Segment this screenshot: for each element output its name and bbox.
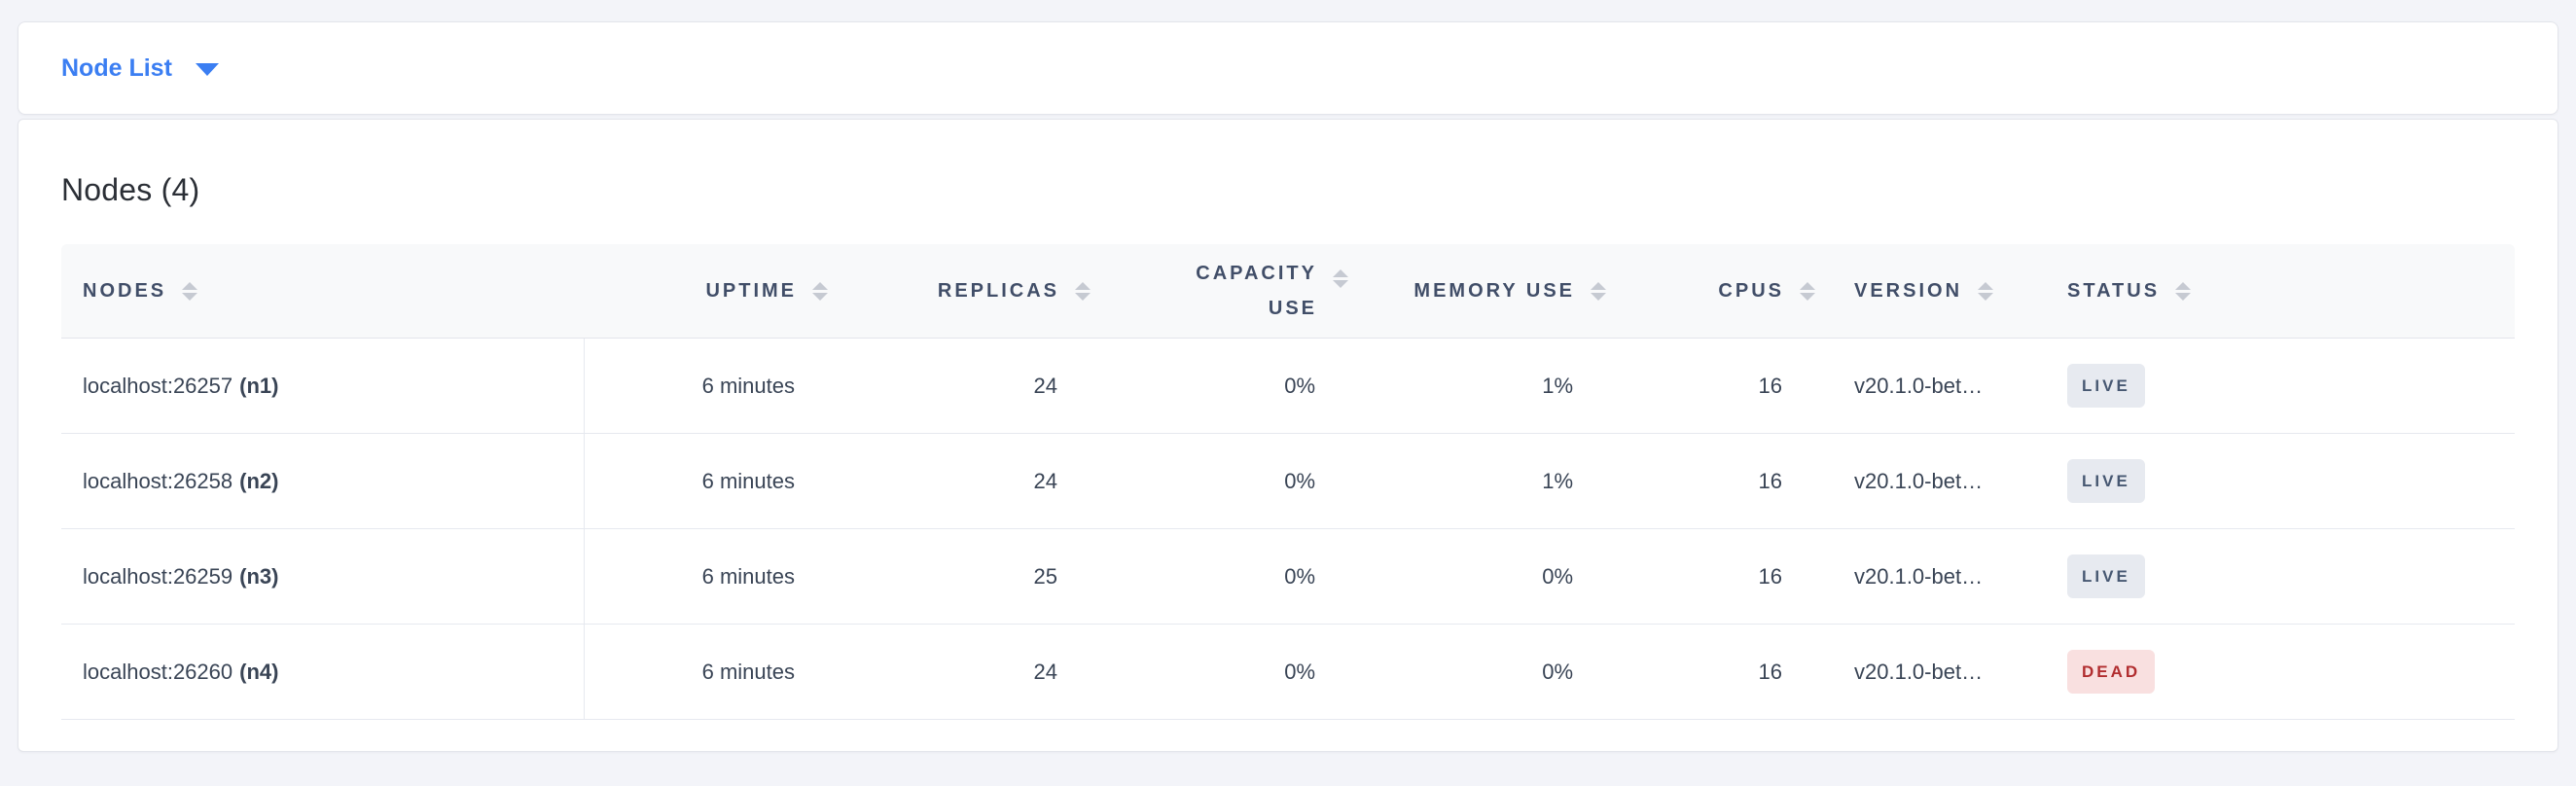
cell-status: LIVE [2054, 339, 2515, 433]
sort-icon[interactable] [1333, 269, 1348, 288]
sort-icon[interactable] [812, 282, 828, 301]
cell-memory-use: 0% [1542, 563, 1573, 589]
status-badge: LIVE [2067, 364, 2145, 408]
column-header-replicas[interactable]: REPLICAS [828, 280, 1091, 303]
cell-cpus: 16 [1758, 659, 1782, 684]
cell-capacity-use: 0% [1284, 659, 1315, 684]
cell-status: LIVE [2054, 529, 2515, 624]
status-badge: DEAD [2067, 650, 2156, 694]
table-body: localhost:26257 (n1) 6 minutes 24 0% 1% … [61, 339, 2515, 720]
node-id: (n2) [239, 468, 279, 493]
column-header-version[interactable]: VERSION [1815, 280, 2054, 303]
node-list-dropdown-label: Node List [61, 54, 172, 82]
cell-cpus: 16 [1758, 373, 1782, 398]
node-address: localhost:26258 [83, 468, 233, 493]
cell-memory-use: 1% [1542, 468, 1573, 493]
nodes-card: Nodes (4) NODES UPTIME REPLICAS CAPACITY… [18, 119, 2558, 752]
node-list-dropdown[interactable]: Node List [61, 54, 219, 82]
cell-capacity-use: 0% [1284, 373, 1315, 398]
cell-replicas: 25 [1033, 563, 1057, 589]
cell-version: v20.1.0-bet… [1854, 468, 1984, 493]
sort-icon[interactable] [1978, 282, 1993, 301]
sort-icon[interactable] [2175, 282, 2191, 301]
sort-icon[interactable] [182, 282, 197, 301]
caret-down-icon [195, 63, 219, 76]
column-header-label: UPTIME [705, 279, 797, 302]
column-header-memory-use[interactable]: MEMORY USE [1348, 280, 1606, 303]
cell-replicas: 24 [1033, 659, 1057, 684]
table-row: localhost:26257 (n1) 6 minutes 24 0% 1% … [61, 339, 2515, 434]
cell-version: v20.1.0-bet… [1854, 659, 1984, 684]
cell-memory-use: 0% [1542, 659, 1573, 684]
cell-version: v20.1.0-bet… [1854, 373, 1984, 398]
node-address: localhost:26257 [83, 373, 233, 398]
cell-node-address: localhost:26257 (n1) [61, 339, 585, 433]
column-header-status[interactable]: STATUS [2054, 280, 2515, 303]
cell-cpus: 16 [1758, 563, 1782, 589]
page: Node List Nodes (4) NODES UPTIME REPLICA… [0, 0, 2576, 752]
column-header-uptime[interactable]: UPTIME [585, 280, 828, 303]
table-row: localhost:26260 (n4) 6 minutes 24 0% 0% … [61, 625, 2515, 720]
sort-icon[interactable] [1591, 282, 1606, 301]
cell-capacity-use: 0% [1284, 563, 1315, 589]
cell-replicas: 24 [1033, 468, 1057, 493]
column-header-nodes[interactable]: NODES [61, 280, 585, 303]
column-header-cpus[interactable]: CPUS [1606, 280, 1815, 303]
cell-node-address: localhost:26258 (n2) [61, 434, 585, 528]
cell-node-address: localhost:26259 (n3) [61, 529, 585, 624]
cell-status: DEAD [2054, 625, 2515, 719]
column-header-capacity-use[interactable]: CAPACITY USE [1091, 256, 1348, 326]
cell-uptime: 6 minutes [701, 563, 795, 589]
column-header-label: REPLICAS [937, 279, 1059, 302]
column-header-label: NODES [83, 279, 167, 302]
column-header-label: CAPACITY USE [1196, 263, 1317, 319]
cell-capacity-use: 0% [1284, 468, 1315, 493]
table-header-row: NODES UPTIME REPLICAS CAPACITY USE MEMOR… [61, 244, 2515, 339]
nodes-table: NODES UPTIME REPLICAS CAPACITY USE MEMOR… [61, 244, 2515, 720]
page-title: Nodes (4) [61, 172, 200, 207]
cell-replicas: 24 [1033, 373, 1057, 398]
column-header-label: VERSION [1854, 279, 1963, 302]
table-row: localhost:26259 (n3) 6 minutes 25 0% 0% … [61, 529, 2515, 625]
cell-uptime: 6 minutes [701, 373, 795, 398]
node-id: (n3) [239, 563, 279, 589]
cell-uptime: 6 minutes [701, 468, 795, 493]
column-header-label: STATUS [2067, 279, 2161, 302]
cell-memory-use: 1% [1542, 373, 1573, 398]
status-badge: LIVE [2067, 459, 2145, 503]
cell-version: v20.1.0-bet… [1854, 563, 1984, 589]
cell-uptime: 6 minutes [701, 659, 795, 684]
node-id: (n4) [239, 659, 279, 684]
column-header-label: MEMORY USE [1413, 279, 1575, 302]
cell-node-address: localhost:26260 (n4) [61, 625, 585, 719]
column-header-label: CPUS [1718, 279, 1784, 302]
top-nav: Node List [18, 21, 2558, 115]
node-address: localhost:26260 [83, 659, 233, 684]
table-row: localhost:26258 (n2) 6 minutes 24 0% 1% … [61, 434, 2515, 529]
cell-status: LIVE [2054, 434, 2515, 528]
node-id: (n1) [239, 373, 279, 398]
status-badge: LIVE [2067, 554, 2145, 598]
node-address: localhost:26259 [83, 563, 233, 589]
sort-icon[interactable] [1800, 282, 1815, 301]
cell-cpus: 16 [1758, 468, 1782, 493]
sort-icon[interactable] [1075, 282, 1091, 301]
